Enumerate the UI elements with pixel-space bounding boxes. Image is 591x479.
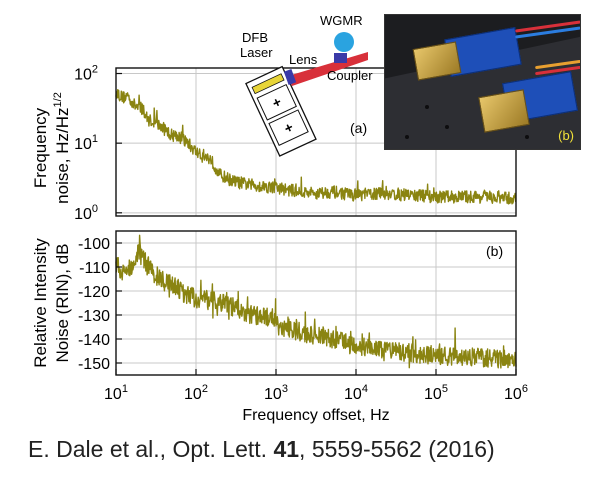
y-tick-label: -130 [78, 308, 110, 325]
frequency-noise-ylabel-exponent: 1/2 [52, 92, 64, 107]
rin-ylabel-line2: Noise (RIN), dB [53, 243, 72, 362]
frequency-noise-ylabel-line1: Frequency [31, 107, 50, 188]
table-hole [405, 135, 409, 139]
y-tick-label: -150 [78, 356, 110, 373]
coupler-label: Coupler [327, 68, 373, 83]
dfb-label-line2: Laser [240, 45, 273, 60]
laser-beam [288, 52, 368, 86]
frequency-noise-series [115, 88, 517, 205]
panel-a-label: (a) [350, 120, 367, 136]
dfb-label-line1: DFB [242, 30, 268, 45]
y-tick-label: -100 [78, 236, 110, 253]
y-tick-label: -120 [78, 284, 110, 301]
y-tick-label: 100 [74, 203, 98, 223]
table-hole [525, 135, 529, 139]
rin-y-ticks: -150 -140 -130 -120 -110 -100 [78, 236, 122, 373]
x-tick-label: 105 [424, 383, 448, 403]
rin-xlabel: Frequency offset, Hz [242, 407, 389, 424]
laser-chip [251, 73, 285, 95]
dfb-laser-package: + + [245, 65, 317, 157]
lens-element [283, 69, 297, 85]
rin-ylabel-line1: Relative Intensity [31, 238, 50, 368]
y-tick-label: -140 [78, 332, 110, 349]
x-tick-label: 102 [184, 383, 208, 403]
rin-x-ticks: 101 102 103 104 105 106 [104, 369, 528, 403]
citation: E. Dale et al., Opt. Lett. 41, 5559-5562… [28, 436, 568, 463]
frequency-noise-chart: 100 101 102 Frequency noise, Hz/Hz1/2 (a) [31, 64, 517, 223]
rin-plot-frame [115, 230, 517, 376]
laser-schematic-inset: + + DFB Laser Lens WGMR Coupler [240, 13, 373, 157]
tec-block-1 [256, 83, 297, 121]
laser-module-photo: (b) [384, 14, 581, 150]
wgmr-resonator [334, 32, 354, 52]
wgmr-label: WGMR [320, 13, 363, 28]
frequency-noise-ylabel-line2: noise, Hz/Hz1/2 [52, 92, 72, 204]
x-tick-label: 104 [344, 383, 368, 403]
rin-chart: -150 -140 -130 -120 -110 -100 101 102 103 104 105… [31, 230, 528, 424]
citation-pages: , 5559-5562 (2016) [299, 436, 495, 462]
lens-label: Lens [289, 52, 318, 67]
panel-b-label: (b) [486, 243, 503, 259]
y-tick-label: 101 [74, 133, 98, 153]
coupler-prism [334, 53, 347, 63]
citation-volume: 41 [273, 436, 300, 462]
noise-trace-line [115, 234, 517, 369]
table-hole [425, 105, 429, 109]
tec-block-2 [268, 109, 309, 146]
photo-panel-label: (b) [558, 128, 574, 143]
frequency-noise-ylabel-unit: noise, Hz/Hz [53, 107, 72, 203]
rin-series [115, 234, 517, 369]
frequency-noise-y-ticks: 100 101 102 [74, 64, 122, 223]
x-tick-label: 101 [104, 383, 128, 403]
table-hole [445, 125, 449, 129]
citation-authors: E. Dale et al., Opt. Lett. [28, 436, 274, 462]
y-tick-label: 102 [74, 64, 98, 84]
x-tick-label: 106 [504, 383, 528, 403]
y-tick-label: -110 [79, 260, 110, 277]
noise-trace-line [115, 88, 517, 205]
x-tick-label: 103 [264, 383, 288, 403]
